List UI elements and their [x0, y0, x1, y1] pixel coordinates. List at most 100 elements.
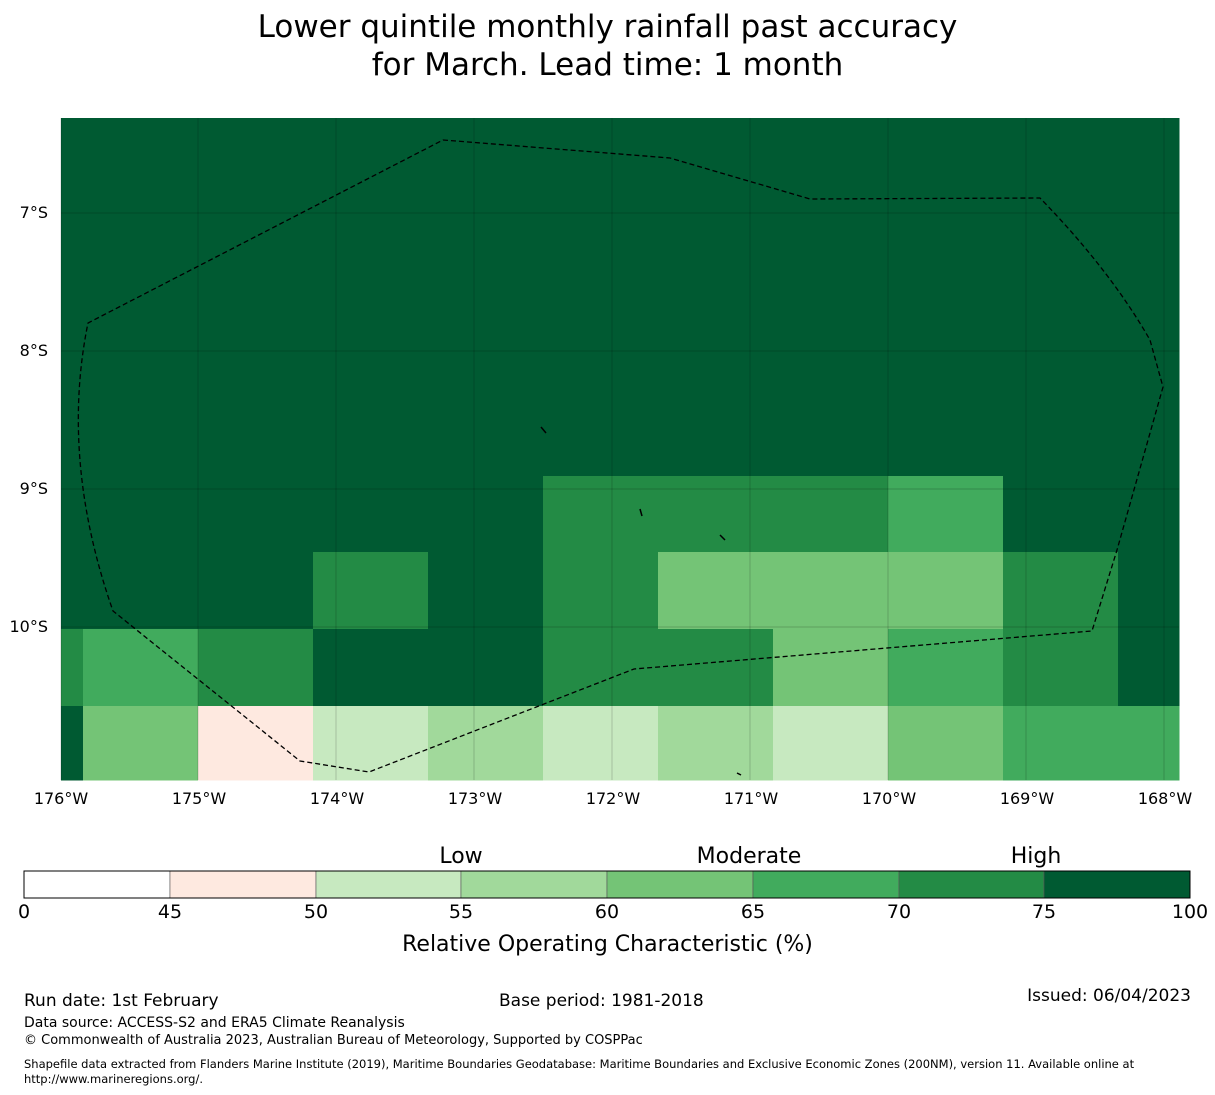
grid-cell — [658, 357, 774, 477]
grid-cell — [198, 357, 314, 477]
grid-cell — [198, 706, 314, 781]
grid-cell — [1118, 706, 1180, 781]
grid-cell — [428, 357, 544, 477]
island — [639, 508, 643, 517]
lon-label-168w: 168°W — [1137, 789, 1193, 808]
grid-cell — [1118, 237, 1180, 358]
islands — [540, 426, 742, 776]
grid-cell — [198, 629, 314, 707]
colorbar-bin — [1043, 870, 1191, 899]
issued-date: Issued: 06/04/2023 — [1027, 986, 1191, 1006]
grid-cell — [313, 357, 429, 477]
grid-cell — [773, 357, 889, 477]
colorbar-bin — [23, 870, 171, 899]
colorbar-tick: 75 — [1031, 901, 1057, 923]
grid-cell — [888, 706, 1004, 781]
grid-cell — [198, 237, 314, 358]
colorbar-bin — [169, 870, 317, 899]
grid-cell — [1118, 552, 1180, 630]
grid-cell — [658, 706, 774, 781]
grid-cell — [888, 552, 1004, 630]
grid-cell — [1003, 118, 1119, 238]
lat-label-9s: 9°S — [19, 479, 48, 498]
grid-cell — [1118, 476, 1180, 553]
island — [719, 534, 726, 541]
grid-cell — [313, 237, 429, 358]
grid-cell — [888, 357, 1004, 477]
grid-cell — [658, 552, 774, 630]
colorbar-tick: 100 — [1171, 901, 1209, 923]
run-date: Run date: 1st February — [24, 991, 219, 1011]
grid-cell — [773, 237, 889, 358]
grid-cell — [61, 629, 84, 707]
grid-cell — [83, 706, 199, 781]
colorbar-bin — [315, 870, 462, 899]
grid-cell — [1118, 629, 1180, 707]
grid-cell — [543, 357, 659, 477]
grid-cell — [61, 706, 84, 781]
grid-cell — [83, 118, 199, 238]
grid-cell — [888, 237, 1004, 358]
grid-cell — [773, 552, 889, 630]
grid-cell — [61, 552, 84, 630]
colorbar-tick: 65 — [740, 901, 766, 923]
lat-label-10s: 10°S — [9, 617, 48, 636]
grid-cell — [428, 552, 544, 630]
grid-cell — [1003, 357, 1119, 477]
grid-cell — [83, 476, 199, 553]
grid-cell — [1003, 476, 1119, 553]
grid-cell — [61, 357, 84, 477]
colorbar-tick: 0 — [17, 901, 31, 923]
grid-cell — [1003, 237, 1119, 358]
colorbar — [23, 870, 1191, 899]
graticule — [60, 118, 1179, 780]
grid-cell — [1003, 706, 1119, 781]
grid-cell — [773, 706, 889, 781]
grid-cell — [543, 237, 659, 358]
grid-cell — [428, 118, 544, 238]
lon-label-171w: 171°W — [723, 789, 779, 808]
shapefile-credit: Shapefile data extracted from Flanders M… — [24, 1057, 1135, 1086]
grid-cell — [658, 629, 774, 707]
lon-label-175w: 175°W — [171, 789, 227, 808]
grid-cell — [313, 629, 429, 707]
grid-cell — [428, 629, 544, 707]
colorbar-bin — [460, 870, 608, 899]
grid-cell — [83, 629, 199, 707]
colorbar-level-low: Low — [439, 844, 483, 869]
grid-cell — [313, 552, 429, 630]
grid-cell — [1003, 552, 1119, 630]
grid-cell — [543, 629, 659, 707]
grid-cell — [773, 476, 889, 553]
lat-label-8s: 8°S — [19, 341, 48, 360]
grid-cell — [1118, 118, 1180, 238]
grid-cell — [888, 118, 1004, 238]
lat-label-7s: 7°S — [19, 203, 48, 222]
grid-cell — [1003, 629, 1119, 707]
grid-cell — [313, 706, 429, 781]
grid-cell — [658, 476, 774, 553]
chart-title-line-1: Lower quintile monthly rainfall past acc… — [257, 9, 958, 45]
colorbar-label: Relative Operating Characteristic (%) — [402, 932, 813, 957]
grid-cell — [773, 118, 889, 238]
lon-label-172w: 172°W — [585, 789, 641, 808]
grid-cell — [61, 118, 84, 238]
grid-cell — [888, 629, 1004, 707]
colorbar-bin — [752, 870, 900, 899]
colorbar-frame — [23, 870, 1191, 899]
grid-cell — [543, 118, 659, 238]
lon-label-169w: 169°W — [999, 789, 1055, 808]
grid-cell — [1118, 357, 1180, 477]
colorbar-level-moderate: Moderate — [696, 844, 802, 869]
colorbar-level-high: High — [1010, 844, 1062, 869]
accuracy-grid — [61, 118, 1180, 781]
colorbar-tick: 70 — [886, 901, 912, 923]
grid-cell — [428, 476, 544, 553]
grid-cell — [313, 118, 429, 238]
colorbar-tick: 50 — [303, 901, 329, 923]
lon-label-173w: 173°W — [447, 789, 503, 808]
grid-cell — [83, 552, 199, 630]
grid-cell — [61, 476, 84, 553]
colorbar-tick: 55 — [448, 901, 474, 923]
base-period: Base period: 1981-2018 — [499, 991, 704, 1011]
